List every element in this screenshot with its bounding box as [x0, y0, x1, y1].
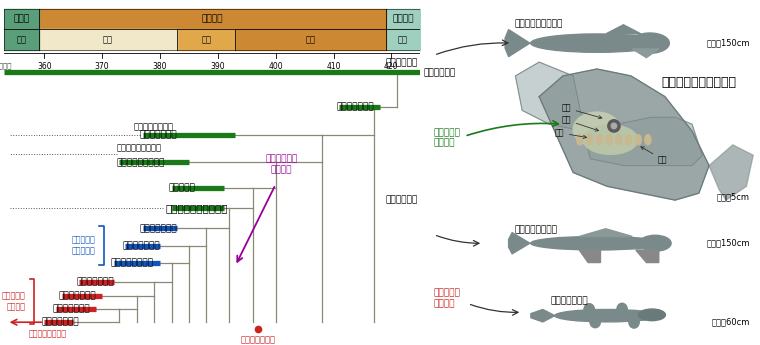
Ellipse shape [617, 303, 627, 316]
Text: ヒレを持つ
四肢動物: ヒレを持つ 四肢動物 [434, 128, 461, 148]
Text: エルピストステゲ: エルピストステゲ [111, 258, 154, 267]
Circle shape [608, 120, 620, 132]
Text: トゥラーペトン: トゥラーペトン [41, 318, 79, 327]
Text: ティニラウ: ティニラウ [169, 183, 195, 192]
Text: 前期: 前期 [16, 35, 26, 44]
Text: エルピストステゲ: エルピストステゲ [515, 225, 557, 234]
Text: 380: 380 [153, 62, 167, 71]
Ellipse shape [638, 309, 666, 321]
Text: エウステノプテロン: エウステノプテロン [515, 20, 563, 29]
Ellipse shape [629, 316, 639, 328]
Text: ヒレから四肢
への移行: ヒレから四肢 への移行 [265, 155, 298, 174]
Ellipse shape [530, 236, 663, 250]
Text: 全長約5cm: 全長約5cm [717, 192, 750, 201]
Polygon shape [709, 145, 753, 200]
Text: 後期: 後期 [398, 35, 408, 44]
Text: 四肢を持つ
四肢動物: 四肢を持つ 四肢動物 [434, 289, 461, 308]
Text: ヴェンタステガ: ヴェンタステガ [76, 277, 114, 286]
Text: 石炭紀: 石炭紀 [13, 14, 29, 23]
Polygon shape [505, 30, 530, 57]
Ellipse shape [606, 135, 612, 145]
Circle shape [611, 123, 616, 129]
Polygon shape [632, 49, 659, 58]
Ellipse shape [584, 125, 638, 155]
Text: 後期: 後期 [103, 35, 113, 44]
Text: メガリクチス系統: メガリクチス系統 [134, 123, 174, 132]
Text: （百万年前）: （百万年前） [0, 62, 12, 69]
Text: デボン紀: デボン紀 [201, 14, 223, 23]
Polygon shape [515, 62, 702, 166]
Polygon shape [579, 250, 600, 263]
Ellipse shape [597, 135, 603, 145]
Ellipse shape [625, 135, 632, 145]
Text: 鰓蓋: 鰓蓋 [555, 128, 587, 138]
Text: エウステノプテロン: エウステノプテロン [116, 158, 165, 167]
Text: 四肢を持つ
四肢動物: 四肢を持つ 四肢動物 [2, 292, 26, 311]
Text: パレオスポンディルス: パレオスポンディルス [166, 203, 228, 213]
Text: 最古の足跡化石: 最古の足跡化石 [241, 336, 276, 345]
Text: パレオスポンディルス: パレオスポンディルス [661, 76, 736, 89]
Text: 中期: 中期 [201, 35, 211, 44]
Polygon shape [539, 69, 709, 200]
Ellipse shape [639, 235, 671, 251]
Polygon shape [606, 25, 641, 34]
Ellipse shape [577, 135, 583, 145]
Text: 現生の四肢動物へ: 現生の四肢動物へ [28, 329, 66, 338]
Text: オステオレピス: オステオレピス [140, 130, 177, 139]
Text: ティクターリク: ティクターリク [122, 241, 160, 251]
Text: 全長約150cm: 全長約150cm [706, 39, 750, 48]
Text: 鰓蓋: 鰓蓋 [641, 147, 667, 164]
Ellipse shape [590, 316, 600, 328]
Text: 全長約60cm: 全長約60cm [711, 317, 750, 326]
Text: アカントステガ: アカントステガ [59, 291, 97, 300]
Text: 前期: 前期 [306, 35, 315, 44]
Text: シルル紀: シルル紀 [392, 14, 413, 23]
Text: イクチオステガ: イクチオステガ [53, 304, 90, 313]
Polygon shape [636, 250, 659, 263]
Ellipse shape [555, 309, 660, 322]
Ellipse shape [644, 135, 651, 145]
Text: 390: 390 [211, 62, 225, 71]
Text: 400: 400 [268, 62, 283, 71]
Text: アカントステガ: アカントステガ [551, 296, 588, 305]
Text: 四肢に近い
ヒレを持つ: 四肢に近い ヒレを持つ [71, 236, 95, 255]
Ellipse shape [631, 33, 670, 53]
Text: 上顎: 上顎 [562, 104, 602, 119]
Ellipse shape [584, 304, 594, 315]
Polygon shape [531, 309, 555, 322]
Text: パンデリクチス: パンデリクチス [140, 224, 177, 233]
Text: 全長約150cm: 全長約150cm [706, 239, 750, 248]
Polygon shape [508, 233, 530, 254]
Text: トゥングセニア: トゥングセニア [337, 102, 374, 111]
Text: 370: 370 [95, 62, 109, 71]
Text: 下顎: 下顎 [562, 116, 599, 131]
Text: ハイギョ系統: ハイギョ系統 [423, 68, 455, 77]
Text: 420: 420 [384, 62, 398, 71]
Ellipse shape [635, 135, 641, 145]
Text: エウステノドン系統: エウステノドン系統 [116, 143, 162, 152]
Text: ハイギョ系統: ハイギョ系統 [385, 58, 417, 67]
Text: 410: 410 [326, 62, 340, 71]
Polygon shape [579, 229, 632, 236]
Text: 四肢動物型類: 四肢動物型類 [385, 195, 417, 204]
Text: 360: 360 [37, 62, 52, 71]
Ellipse shape [587, 135, 593, 145]
Ellipse shape [616, 135, 622, 145]
Ellipse shape [530, 34, 663, 52]
Ellipse shape [573, 112, 621, 147]
